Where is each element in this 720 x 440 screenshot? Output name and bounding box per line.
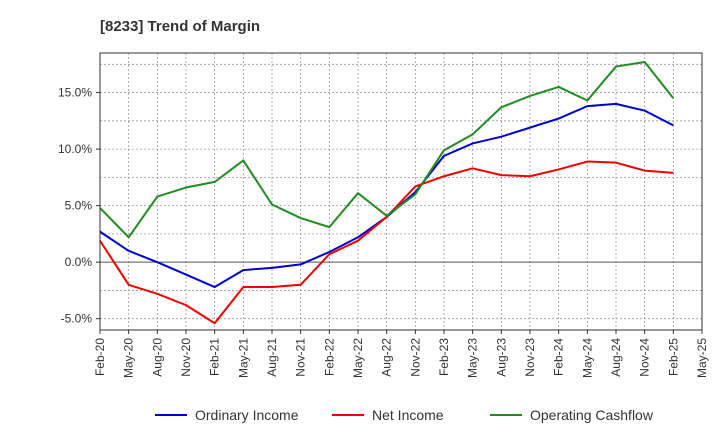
x-tick-label: May-24 (580, 338, 594, 378)
x-tick-label: Nov-22 (408, 338, 422, 377)
grid-lines (100, 53, 702, 330)
x-tick-label: Nov-20 (179, 338, 193, 377)
x-tick-label: Aug-21 (265, 338, 279, 377)
x-tick-label: Aug-20 (150, 338, 164, 377)
y-tick-label: 5.0% (65, 199, 93, 213)
x-tick-label: Feb-21 (208, 338, 222, 376)
legend-label-net-income: Net Income (372, 407, 444, 423)
x-tick-label: Feb-25 (666, 338, 680, 376)
series-lines (99, 61, 675, 325)
x-tick-label: Aug-24 (609, 338, 623, 377)
x-tick-label: Feb-24 (552, 338, 566, 376)
x-tick-label: Nov-23 (523, 338, 537, 377)
x-tick-label: May-25 (695, 338, 709, 378)
x-tick-label: May-23 (466, 338, 480, 378)
y-tick-label: 15.0% (58, 86, 92, 100)
x-tick-label: Feb-20 (93, 338, 107, 376)
net-income-line (99, 160, 674, 325)
y-tick-label: 0.0% (65, 255, 93, 269)
x-tick-label: May-20 (122, 338, 136, 378)
y-tick-label: -5.0% (61, 312, 93, 326)
x-tick-label: Aug-23 (494, 338, 508, 377)
x-axis-ticks: Feb-20 May-20 Aug-20 Nov-20 Feb-21 May-21 Aug-… (93, 330, 709, 378)
x-tick-label: Feb-22 (322, 338, 336, 376)
x-tick-label: May-22 (351, 338, 365, 378)
x-tick-label: Nov-24 (638, 338, 652, 377)
y-axis-ticks: -5.0% 0.0% 5.0% 10.0% 15.0% (58, 86, 100, 326)
legend-label-ordinary-income: Ordinary Income (195, 407, 299, 423)
x-tick-label: Aug-22 (380, 338, 394, 377)
plot-frame (99, 52, 703, 331)
ordinary-income-line (99, 102, 674, 289)
operating-cashflow-line (99, 61, 675, 239)
x-tick-label: Nov-21 (294, 338, 308, 377)
legend-label-operating-cashflow: Operating Cashflow (530, 407, 654, 423)
legend: Ordinary Income Net Income Operating Cashf… (155, 407, 654, 423)
x-tick-label: Feb-23 (437, 338, 451, 376)
x-tick-label: May-21 (236, 338, 250, 378)
y-tick-label: 10.0% (58, 142, 92, 156)
chart-title: [8233] Trend of Margin (100, 18, 260, 35)
